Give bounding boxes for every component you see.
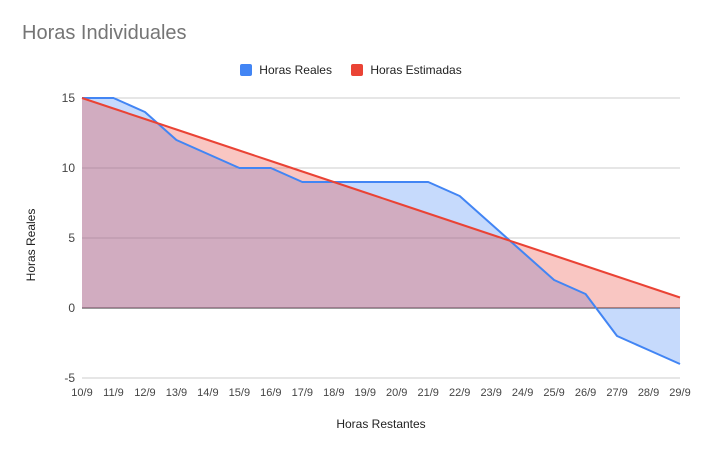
x-tick-label: 14/9: [197, 387, 218, 399]
x-tick-label: 22/9: [449, 387, 470, 399]
legend-label-horas-reales: Horas Reales: [259, 63, 332, 78]
x-tick-label: 11/9: [103, 387, 124, 399]
x-tick-label: 13/9: [166, 387, 187, 399]
x-tick-label: 21/9: [417, 387, 438, 399]
x-tick-label: 19/9: [355, 387, 376, 399]
x-tick-label: 15/9: [229, 387, 250, 399]
x-tick-label: 16/9: [260, 387, 281, 399]
y-axis-ticks: -5 0 5 10 15: [62, 91, 76, 385]
y-axis-label: Horas Reales: [24, 209, 38, 282]
y-tick-label: 0: [68, 301, 75, 315]
line-horas-estimadas[interactable]: [81, 97, 681, 299]
y-tick-label: 10: [62, 161, 76, 175]
x-axis-label: Horas Restantes: [336, 417, 425, 431]
x-tick-label: 26/9: [575, 387, 596, 399]
x-tick-label: 27/9: [606, 387, 627, 399]
x-tick-label: 24/9: [512, 387, 533, 399]
legend-label-horas-estimadas: Horas Estimadas: [370, 63, 462, 78]
series-lines: [81, 97, 681, 365]
gridlines: [82, 97, 680, 379]
x-tick-label: 29/9: [669, 387, 690, 399]
x-tick-label: 17/9: [292, 387, 313, 399]
x-tick-label: 25/9: [543, 387, 564, 399]
x-tick-label: 18/9: [323, 387, 344, 399]
legend-item-horas-estimadas[interactable]: Horas Estimadas: [351, 62, 462, 78]
x-axis-ticks: 10/9 11/9 12/9 13/9 14/9 15/9 16/9 17/9 18/9 19/9…: [71, 387, 690, 399]
x-tick-label: 20/9: [386, 387, 407, 399]
legend-item-horas-reales[interactable]: Horas Reales: [240, 62, 332, 77]
area-horas-estimadas: [82, 98, 680, 308]
series-areas: [82, 98, 680, 364]
chart-title: Horas Individuales: [22, 22, 187, 44]
y-tick-label: -5: [64, 371, 75, 385]
legend-swatch-horas-estimadas: [351, 64, 364, 77]
x-tick-label: 28/9: [638, 387, 659, 399]
x-tick-label: 23/9: [480, 387, 501, 399]
x-tick-label: 12/9: [134, 387, 155, 399]
legend: Horas Reales Horas Estimadas: [0, 62, 702, 77]
legend-swatch-horas-reales: [240, 64, 253, 77]
line-horas-reales[interactable]: [82, 97, 681, 365]
y-tick-label: 5: [68, 231, 75, 245]
y-tick-label: 15: [62, 91, 76, 105]
x-tick-label: 10/9: [71, 387, 92, 399]
